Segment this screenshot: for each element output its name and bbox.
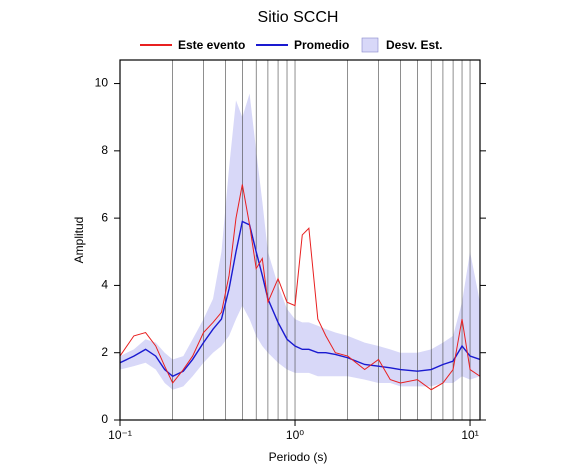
plot-frame	[119, 59, 481, 421]
series-line	[119, 184, 481, 391]
y-tick-label: 10	[95, 76, 109, 90]
x-tick-label: 10⁻¹	[108, 428, 132, 442]
y-axis-label: Amplitud	[72, 217, 86, 264]
legend-label: Este evento	[178, 38, 245, 52]
chart-title: Sitio SCCH	[258, 9, 339, 26]
series-line	[119, 220, 481, 378]
std-band	[120, 93, 480, 390]
x-tick-label: 10⁰	[286, 428, 304, 442]
x-tick-label: 10¹	[461, 428, 478, 442]
y-tick-label: 4	[101, 278, 108, 292]
y-tick-label: 0	[101, 412, 108, 426]
y-tick-label: 8	[101, 143, 108, 157]
x-axis-label: Periodo (s)	[269, 450, 328, 464]
legend-swatch	[361, 37, 379, 53]
y-tick-label: 2	[101, 345, 108, 359]
legend-label: Desv. Est.	[386, 38, 442, 52]
y-tick-label: 6	[101, 210, 108, 224]
legend-label: Promedio	[294, 38, 349, 52]
